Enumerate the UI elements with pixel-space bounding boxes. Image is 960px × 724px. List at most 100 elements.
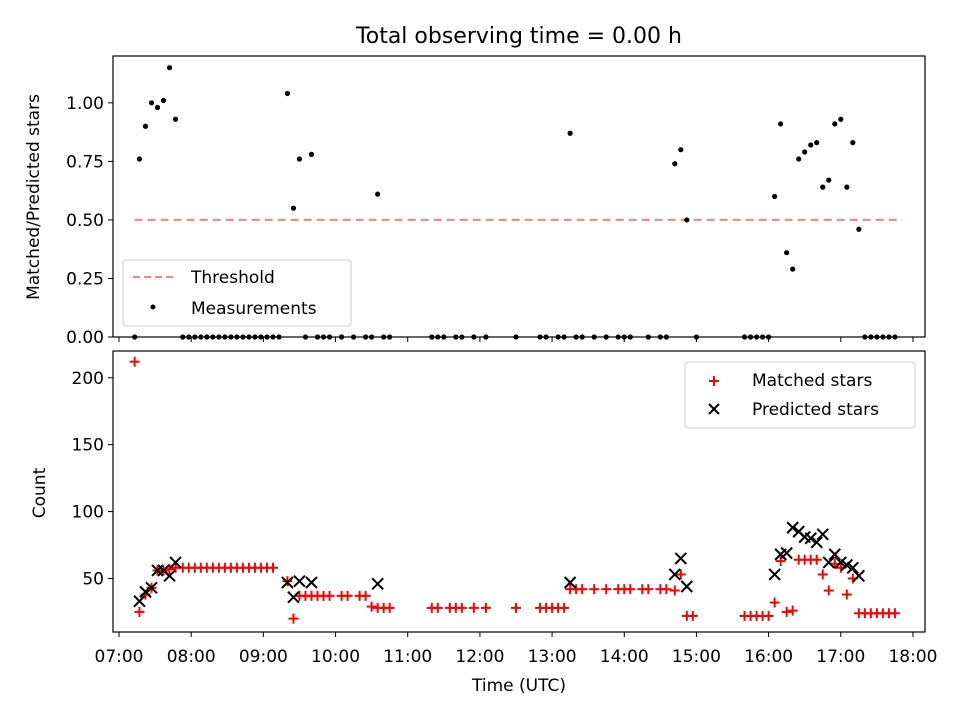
measurement-point xyxy=(627,334,633,340)
predicted-stars-point xyxy=(680,580,694,593)
measurement-point xyxy=(258,334,264,340)
measurement-point xyxy=(369,334,375,340)
measurement-point xyxy=(555,334,561,340)
matched-stars-point xyxy=(889,608,900,619)
matched-stars-point xyxy=(669,585,680,596)
measurement-point xyxy=(222,334,228,340)
measurement-point xyxy=(678,147,684,153)
matched-stars-point xyxy=(811,554,822,565)
measurements-legend-label: Measurements xyxy=(191,299,317,319)
matched-stars-point xyxy=(643,584,654,595)
measurement-point xyxy=(874,334,880,340)
x-tick-label: 12:00 xyxy=(455,647,504,667)
measurement-point xyxy=(814,140,820,146)
predicted-stars-point xyxy=(810,536,823,549)
measurement-point xyxy=(142,123,149,129)
x-tick-label: 16:00 xyxy=(744,647,793,667)
threshold-legend-label: Threshold xyxy=(190,268,275,288)
x-tick-label: 11:00 xyxy=(383,647,432,667)
measurement-point xyxy=(561,334,567,340)
top-axes-frame xyxy=(112,55,926,338)
predicted-stars-point xyxy=(828,548,841,561)
predicted-stars-point xyxy=(816,528,829,541)
measurement-point xyxy=(435,334,441,340)
measurement-point xyxy=(672,161,678,167)
measurement-point xyxy=(645,334,651,340)
measurement-point xyxy=(148,100,155,106)
matched-stars-point xyxy=(510,602,521,613)
predicted-stars-point xyxy=(169,556,182,569)
measurement-point xyxy=(892,334,898,340)
top-y-ticks: 0.00 0.25 0.50 0.75 1.00 xyxy=(66,94,113,348)
measurement-point xyxy=(603,334,609,340)
measurement-point xyxy=(302,334,309,340)
measurement-point xyxy=(350,334,357,340)
matched-stars-point xyxy=(288,613,299,624)
matched-stars-point xyxy=(480,602,491,613)
measurement-point xyxy=(790,266,796,272)
measurement-point xyxy=(471,334,477,340)
matched-legend-swatch xyxy=(709,376,719,386)
measurement-point xyxy=(216,334,222,340)
measurement-point xyxy=(387,334,393,340)
predicted-stars-point xyxy=(133,595,146,608)
measurement-point xyxy=(326,334,333,340)
measurement-point xyxy=(573,334,579,340)
measurement-point xyxy=(453,334,459,340)
measurements-legend-swatch xyxy=(150,304,156,310)
measurement-point xyxy=(154,104,161,111)
predicted-stars-point xyxy=(281,576,294,589)
matched-stars-point xyxy=(661,584,672,595)
top-y-tick-label: 0.00 xyxy=(66,328,104,348)
x-tick-label: 08:00 xyxy=(167,647,216,667)
measurement-point xyxy=(579,334,585,340)
matched-stars-point xyxy=(769,597,780,608)
predicted-stars-point xyxy=(563,576,577,589)
measurement-point xyxy=(363,334,369,340)
measurement-point xyxy=(228,334,234,340)
top-y-axis-label: Matched/Predicted stars xyxy=(24,94,44,300)
top-y-tick-label: 1.00 xyxy=(66,94,104,114)
matched-stars-point xyxy=(384,602,395,613)
measurement-point xyxy=(252,334,258,340)
measurement-point xyxy=(375,191,381,197)
measurement-point xyxy=(338,334,345,340)
x-tick-label: 13:00 xyxy=(528,647,577,667)
bottom-legend: Matched stars Predicted stars xyxy=(684,361,916,429)
bottom-legend-frame xyxy=(684,361,916,429)
predicted-legend-label: Predicted stars xyxy=(752,400,879,420)
predicted-stars-point xyxy=(139,585,152,599)
measurement-point xyxy=(166,65,173,71)
measurement-point xyxy=(296,156,303,162)
measurement-point xyxy=(270,334,276,340)
bot-y-tick-label: 100 xyxy=(72,503,104,523)
top-marks xyxy=(132,65,903,340)
matched-stars-point xyxy=(559,602,570,613)
x-axis-label: Time (UTC) xyxy=(471,676,566,696)
measurement-point xyxy=(886,334,892,340)
measurement-point xyxy=(246,334,252,340)
matched-stars-point xyxy=(625,584,636,595)
top-y-tick-label: 0.25 xyxy=(66,269,104,289)
bot-y-tick-label: 150 xyxy=(72,436,104,456)
measurement-point xyxy=(772,193,778,200)
measurement-point xyxy=(132,334,138,340)
measurement-point xyxy=(192,334,198,340)
predicted-stars-point xyxy=(293,574,306,588)
measurement-point xyxy=(820,184,826,190)
x-tick-label: 09:00 xyxy=(239,647,288,667)
measurement-point xyxy=(753,334,760,340)
predicted-stars-point xyxy=(145,581,158,595)
matched-stars-point xyxy=(781,606,792,617)
measurement-point xyxy=(784,250,790,256)
measurement-point xyxy=(180,334,186,340)
predicted-stars-point xyxy=(768,568,781,581)
predicted-stars-point xyxy=(305,576,318,589)
measurement-point xyxy=(826,177,832,183)
predicted-legend-swatch xyxy=(708,403,720,415)
measurement-point xyxy=(429,334,435,340)
measurement-point xyxy=(483,334,489,340)
top-y-tick-label: 0.50 xyxy=(66,211,104,231)
